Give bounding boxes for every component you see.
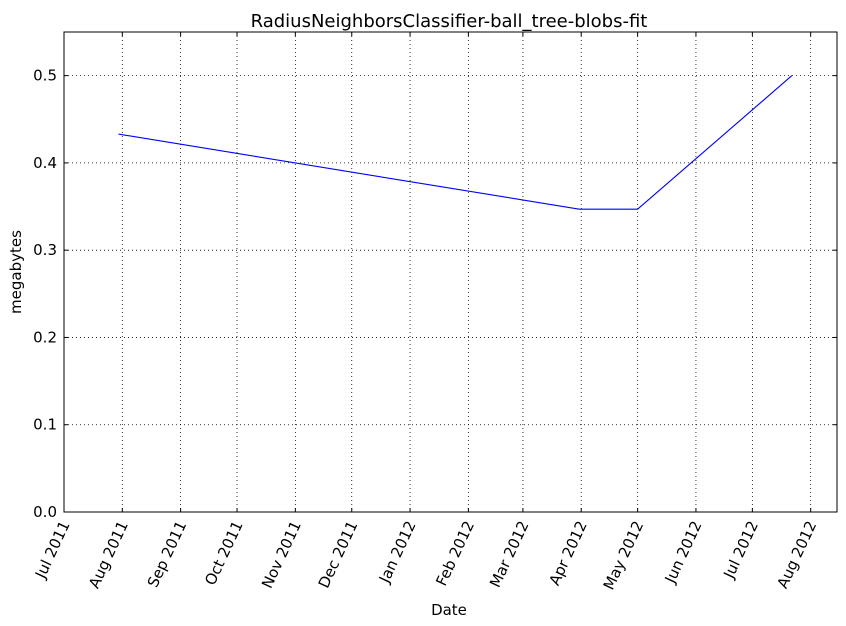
x-tick-label: Jul 2011 xyxy=(31,518,74,582)
x-tick-label: Feb 2012 xyxy=(432,518,478,589)
y-tick-label: 0.4 xyxy=(33,154,57,172)
x-axis-label: Date xyxy=(431,601,467,619)
chart-title: RadiusNeighborsClassifier-ball_tree-blob… xyxy=(251,11,648,32)
y-axis-label: megabytes xyxy=(7,230,25,314)
y-tick-label: 0.1 xyxy=(33,416,57,434)
y-tick-label: 0.3 xyxy=(33,241,57,259)
x-tick-label: Sep 2011 xyxy=(144,518,190,590)
series-line xyxy=(118,75,793,210)
x-tick-label: Mar 2012 xyxy=(486,518,532,590)
x-tick-label: Jan 2012 xyxy=(375,518,420,586)
grid xyxy=(64,32,837,512)
x-tick-label: Nov 2011 xyxy=(258,518,305,591)
x-axis: Jul 2011 Aug 2011 Sep 2011 Oct 2011 Nov 2011… xyxy=(31,32,820,593)
x-tick-label: Aug 2012 xyxy=(773,518,820,591)
y-tick-label: 0.0 xyxy=(33,503,57,521)
y-tick-label: 0.2 xyxy=(33,328,57,346)
x-tick-label: Oct 2011 xyxy=(201,518,246,588)
x-tick-label: Jun 2012 xyxy=(661,518,706,587)
y-tick-label: 0.5 xyxy=(33,67,57,85)
x-tick-label: Apr 2012 xyxy=(545,518,590,588)
x-tick-label: Aug 2011 xyxy=(85,518,132,591)
y-axis: 0.0 0.1 0.2 0.3 0.4 0.5 xyxy=(33,67,837,521)
x-tick-label: May 2012 xyxy=(600,518,648,593)
series-layer xyxy=(118,75,793,210)
x-tick-label: Dec 2011 xyxy=(315,518,362,591)
x-tick-label: Jul 2012 xyxy=(719,518,762,582)
plot-frame xyxy=(63,31,838,513)
